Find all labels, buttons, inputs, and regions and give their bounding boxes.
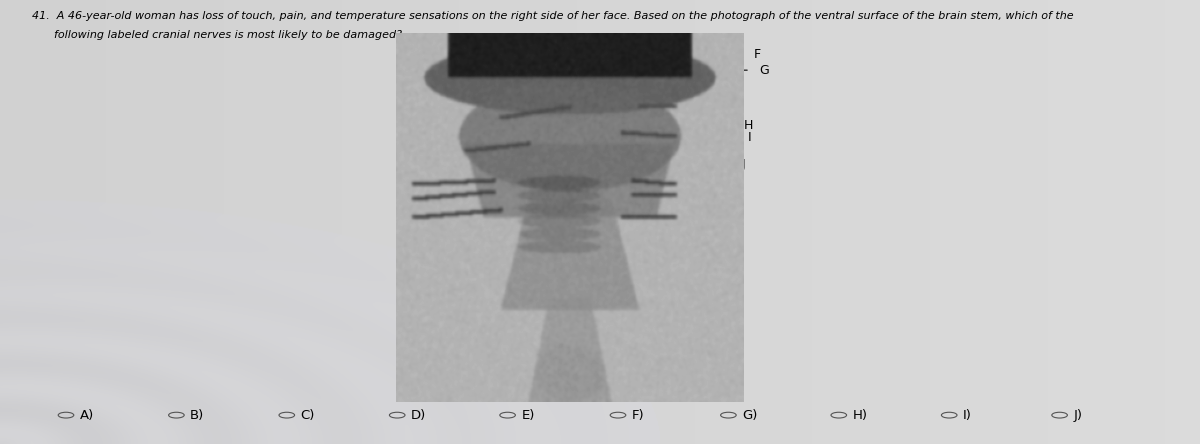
Text: H): H) [852, 408, 868, 422]
Text: B): B) [190, 408, 204, 422]
Text: F: F [754, 48, 761, 61]
Text: E): E) [521, 408, 535, 422]
Text: D: D [404, 147, 414, 160]
Text: A): A) [80, 408, 94, 422]
Text: E: E [406, 167, 414, 181]
Text: G): G) [742, 408, 757, 422]
Text: B: B [432, 87, 440, 101]
Text: J): J) [1073, 408, 1082, 422]
Text: I): I) [964, 408, 972, 422]
Text: 41.  A 46-year-old woman has loss of touch, pain, and temperature sensations on : 41. A 46-year-old woman has loss of touc… [32, 11, 1074, 21]
Text: F): F) [631, 408, 644, 422]
Text: I: I [748, 131, 751, 144]
Text: D): D) [412, 408, 426, 422]
Text: following labeled cranial nerves is most likely to be damaged?: following labeled cranial nerves is most… [54, 30, 402, 40]
Text: G: G [760, 63, 769, 77]
Text: C): C) [301, 408, 314, 422]
Text: C: C [406, 134, 414, 147]
Text: H: H [744, 119, 754, 132]
Text: A: A [454, 48, 462, 61]
Text: J: J [742, 158, 745, 171]
